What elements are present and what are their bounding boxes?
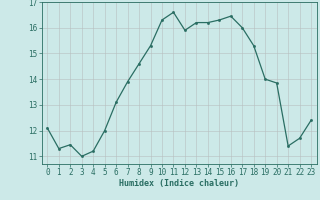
X-axis label: Humidex (Indice chaleur): Humidex (Indice chaleur) [119,179,239,188]
